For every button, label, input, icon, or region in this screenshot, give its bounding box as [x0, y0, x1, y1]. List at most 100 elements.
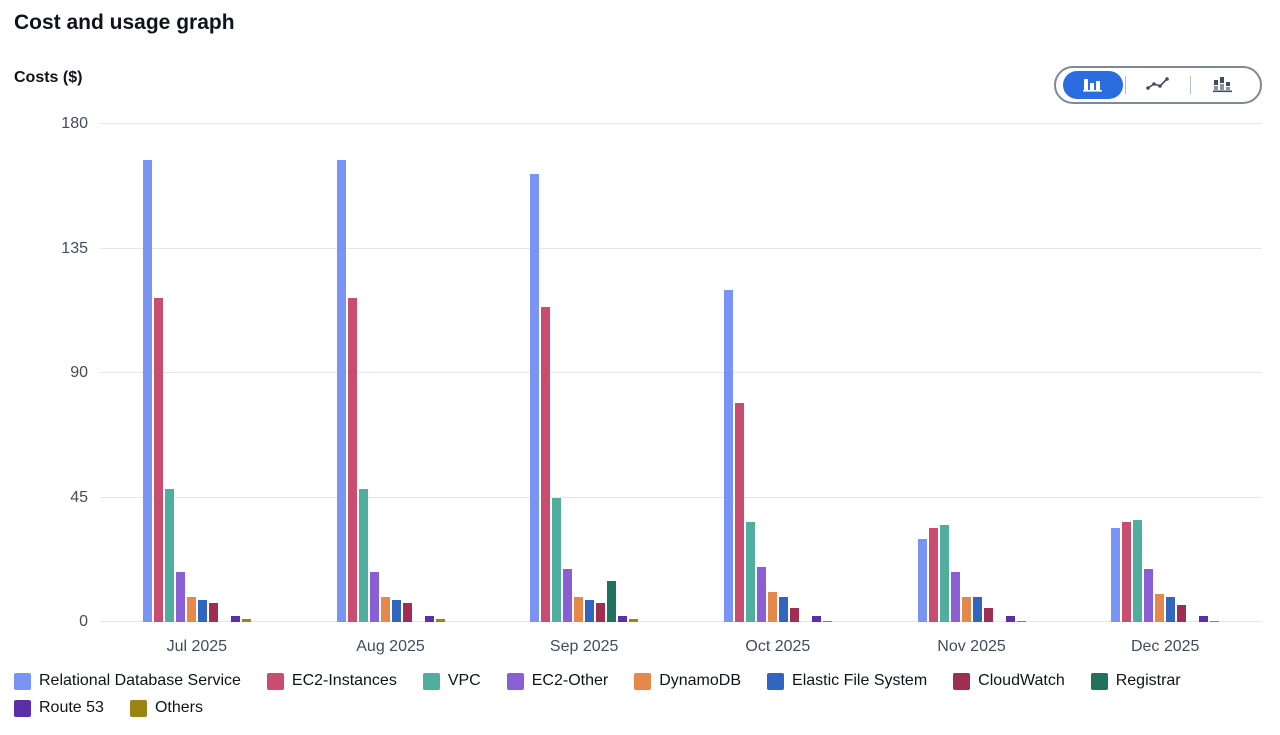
- bar-route-53[interactable]: [618, 616, 628, 622]
- bar-group-aug-2025: [294, 124, 488, 622]
- bar-cloudwatch[interactable]: [1177, 605, 1187, 622]
- bar-ec2-instances[interactable]: [347, 298, 357, 622]
- bar-cloudwatch[interactable]: [596, 602, 606, 622]
- bar-others[interactable]: [1016, 620, 1026, 622]
- stacked-bar-chart-icon: [1212, 75, 1234, 96]
- legend-item-ec2-instances[interactable]: EC2-Instances: [266, 672, 397, 690]
- bar-elastic-file-system[interactable]: [1166, 597, 1176, 622]
- legend-swatch: [129, 699, 147, 717]
- legend-swatch: [14, 672, 31, 690]
- divider: [1190, 76, 1191, 94]
- bar-route-53[interactable]: [811, 616, 821, 622]
- legend-label: EC2-Other: [531, 672, 609, 689]
- bar-row: [530, 124, 639, 622]
- gridline: [100, 372, 1262, 373]
- legend-item-vpc[interactable]: VPC: [422, 672, 481, 690]
- bar-ec2-instances[interactable]: [734, 403, 744, 622]
- bar-group-jul-2025: [100, 124, 294, 622]
- bar-cloudwatch[interactable]: [208, 602, 218, 622]
- bar-others[interactable]: [822, 620, 832, 622]
- bar-elastic-file-system[interactable]: [585, 599, 595, 622]
- bar-row: [1111, 124, 1220, 622]
- legend-item-dynamodb[interactable]: DynamoDB: [634, 672, 741, 690]
- bar-others[interactable]: [241, 619, 251, 622]
- bar-vpc[interactable]: [552, 497, 562, 622]
- bar-relational-database-service[interactable]: [917, 539, 927, 622]
- x-tick-label: Aug 2025: [356, 638, 425, 655]
- bar-route-53[interactable]: [230, 616, 240, 622]
- bar-vpc[interactable]: [939, 525, 949, 622]
- legend-label: Elastic File System: [792, 672, 928, 689]
- bar-elastic-file-system[interactable]: [197, 599, 207, 622]
- legend-item-cloudwatch[interactable]: CloudWatch: [953, 672, 1065, 690]
- bar-relational-database-service[interactable]: [723, 290, 733, 622]
- bar-ec2-other[interactable]: [175, 572, 185, 622]
- bar-route-53[interactable]: [1199, 616, 1209, 622]
- bar-ec2-instances[interactable]: [541, 306, 551, 622]
- bar-relational-database-service[interactable]: [336, 159, 346, 622]
- bar-others[interactable]: [435, 619, 445, 622]
- bar-dynamodb[interactable]: [380, 597, 390, 622]
- bar-vpc[interactable]: [164, 489, 174, 622]
- bar-vpc[interactable]: [745, 522, 755, 622]
- bar-ec2-instances[interactable]: [928, 527, 938, 622]
- chart-type-bar-button[interactable]: [1063, 71, 1123, 99]
- legend: Relational Database Service EC2-Instances…: [14, 672, 1266, 717]
- legend-swatch: [1090, 672, 1108, 690]
- bar-ec2-other[interactable]: [1144, 569, 1154, 622]
- bar-ec2-instances[interactable]: [153, 298, 163, 622]
- bar-dynamodb[interactable]: [767, 591, 777, 622]
- bar-group-sep-2025: [487, 124, 681, 622]
- bar-cloudwatch[interactable]: [983, 608, 993, 622]
- legend-item-registrar[interactable]: Registrar: [1090, 672, 1181, 690]
- bar-cloudwatch[interactable]: [402, 602, 412, 622]
- bar-relational-database-service[interactable]: [142, 159, 152, 622]
- gridline: [100, 621, 1262, 622]
- bar-route-53[interactable]: [424, 616, 434, 622]
- y-axis: 0 45 90 135 180: [0, 115, 88, 630]
- bar-ec2-other[interactable]: [756, 566, 766, 622]
- bar-ec2-other[interactable]: [369, 572, 379, 622]
- legend-label: VPC: [447, 672, 481, 689]
- bar-vpc[interactable]: [358, 489, 368, 622]
- bar-others[interactable]: [629, 619, 639, 622]
- y-tick-label: 180: [61, 115, 88, 132]
- bar-chart-icon: [1082, 75, 1104, 96]
- bar-relational-database-service[interactable]: [1111, 527, 1121, 622]
- legend-item-elastic-file-system[interactable]: Elastic File System: [767, 672, 927, 690]
- legend-swatch: [767, 672, 785, 690]
- y-tick-label: 135: [61, 239, 88, 257]
- bar-ec2-other[interactable]: [563, 569, 573, 622]
- legend-swatch: [634, 672, 652, 690]
- bar-dynamodb[interactable]: [1155, 594, 1165, 622]
- bar-dynamodb[interactable]: [961, 597, 971, 622]
- y-axis-title: Costs ($): [14, 69, 83, 86]
- bar-ec2-other[interactable]: [950, 572, 960, 622]
- bar-cloudwatch[interactable]: [789, 608, 799, 622]
- gridline: [100, 496, 1262, 498]
- bar-ec2-instances[interactable]: [1122, 522, 1132, 622]
- y-tick-label: 90: [70, 364, 88, 381]
- line-chart-icon: [1146, 76, 1170, 95]
- legend-item-route-53[interactable]: Route 53: [14, 699, 104, 717]
- bar-elastic-file-system[interactable]: [778, 597, 788, 622]
- bar-dynamodb[interactable]: [574, 597, 584, 622]
- bar-groups: [100, 124, 1262, 622]
- x-tick-label: Nov 2025: [937, 638, 1006, 655]
- chart-type-stacked-bar-button[interactable]: [1193, 71, 1253, 99]
- bar-dynamodb[interactable]: [186, 597, 196, 622]
- bar-registrar[interactable]: [607, 580, 617, 622]
- legend-item-others[interactable]: Others: [129, 699, 203, 717]
- bar-relational-database-service[interactable]: [530, 173, 540, 622]
- legend-item-relational-database-service[interactable]: Relational Database Service: [14, 672, 241, 690]
- bar-elastic-file-system[interactable]: [391, 599, 401, 622]
- bar-elastic-file-system[interactable]: [972, 597, 982, 622]
- x-tick-label: Jul 2025: [166, 638, 228, 655]
- legend-item-ec2-other[interactable]: EC2-Other: [506, 672, 609, 690]
- bar-route-53[interactable]: [1005, 616, 1015, 622]
- legend-swatch: [422, 672, 440, 690]
- legend-swatch: [14, 699, 31, 717]
- bar-others[interactable]: [1210, 620, 1220, 622]
- bar-vpc[interactable]: [1133, 519, 1143, 622]
- chart-type-line-button[interactable]: [1128, 71, 1188, 99]
